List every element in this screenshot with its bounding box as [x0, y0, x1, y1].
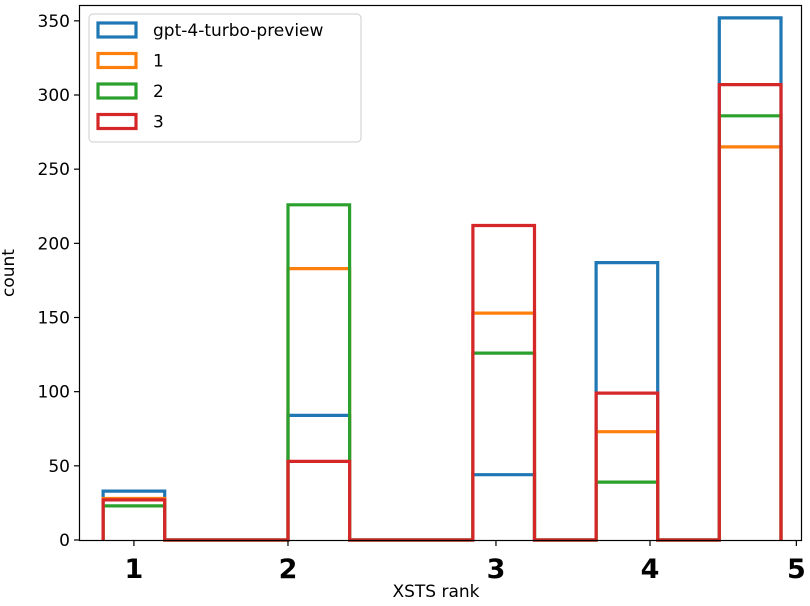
x-tick-label: 3 [487, 554, 506, 585]
x-axis-ticks: 1 2 3 4 5 [125, 540, 806, 585]
legend-swatch [96, 82, 138, 100]
x-tick-label: 1 [125, 554, 144, 585]
y-tick-label: 350 [38, 12, 70, 32]
y-tick-label: 150 [38, 309, 70, 329]
x-tick-label: 4 [641, 554, 660, 585]
y-tick-label: 0 [59, 531, 70, 551]
series-3-outline [101, 83, 783, 542]
series-2-outline [101, 114, 783, 542]
y-tick-label: 50 [48, 457, 70, 477]
x-tick-label: 5 [787, 554, 806, 585]
legend-swatch [96, 21, 138, 39]
y-tick-label: 250 [38, 160, 70, 180]
legend-label: gpt-4-turbo-preview [153, 21, 324, 41]
y-tick-label: 200 [38, 234, 70, 254]
legend-label: 3 [153, 113, 164, 133]
legend-swatch [96, 112, 138, 131]
x-tick-label: 2 [279, 554, 298, 585]
legend-box [88, 13, 362, 143]
y-axis-label: count [0, 249, 19, 297]
legend-label: 2 [153, 82, 164, 102]
series-1-outline [101, 145, 783, 542]
legend-label: 1 [153, 52, 164, 72]
legend: gpt-4-turbo-preview 1 2 3 [88, 13, 362, 143]
legend-swatch [96, 51, 138, 70]
y-tick-label: 100 [38, 383, 70, 403]
y-tick-label: 300 [38, 86, 70, 106]
y-axis-ticks: 0 50 100 150 200 250 300 350 [38, 12, 80, 551]
plot-frame [78, 4, 803, 542]
x-axis-label: XSTS rank [392, 582, 479, 602]
